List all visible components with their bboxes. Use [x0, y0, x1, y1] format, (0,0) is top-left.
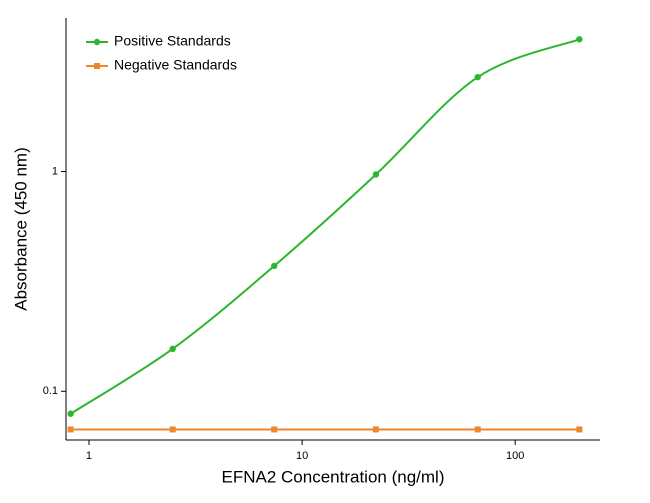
series-line [70, 38, 580, 415]
y-axis-title: Absorbance (450 nm) [11, 147, 30, 310]
data-point [576, 426, 583, 433]
data-point [474, 73, 481, 81]
y-tick-label: 1 [52, 165, 58, 177]
y-tick-label: 0.1 [43, 385, 58, 397]
data-point [169, 345, 176, 353]
x-tick-label: 10 [296, 450, 308, 462]
data-point [271, 426, 278, 433]
legend-label: Negative Standards [114, 57, 237, 73]
x-tick-label: 1 [86, 450, 92, 462]
data-point [169, 426, 176, 433]
data-point [67, 426, 74, 433]
legend-marker [93, 38, 101, 46]
legend-label: Positive Standards [114, 33, 231, 49]
data-point [271, 262, 278, 270]
legend-marker [94, 63, 100, 69]
data-point [576, 36, 583, 43]
x-axis-title: EFNA2 Concentration (ng/ml) [222, 467, 445, 486]
data-point [372, 426, 379, 433]
data-point [474, 426, 481, 433]
data-point [67, 410, 74, 417]
x-tick-label: 100 [506, 450, 524, 462]
data-point [372, 171, 380, 178]
